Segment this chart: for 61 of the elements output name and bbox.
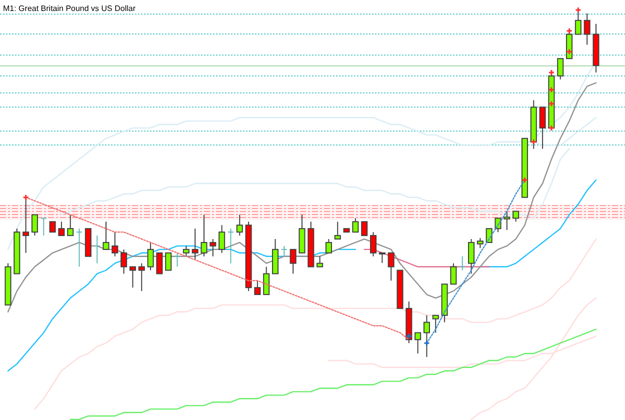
candlestick <box>174 252 181 268</box>
candlestick <box>67 214 74 236</box>
candlestick <box>423 314 430 358</box>
candlestick <box>120 248 128 274</box>
point <box>548 124 555 132</box>
point <box>566 48 573 55</box>
candlestick <box>165 252 172 271</box>
candlestick <box>254 280 261 296</box>
candlestick <box>31 214 38 236</box>
candlestick <box>459 256 466 271</box>
candlestick <box>182 245 190 257</box>
candlestick <box>218 224 226 254</box>
candlestick <box>414 332 422 354</box>
candlestick <box>227 228 234 264</box>
candlestick <box>236 214 243 236</box>
candlestick <box>378 252 386 264</box>
candlestick <box>388 252 394 282</box>
candlestick <box>325 238 332 254</box>
candlestick <box>129 266 136 288</box>
candlestick <box>280 245 288 257</box>
candlestick <box>539 106 546 150</box>
point <box>548 69 555 76</box>
candlestick <box>192 228 198 260</box>
candlestick <box>263 266 270 296</box>
candlestick <box>584 12 590 46</box>
point <box>423 340 430 346</box>
candlestick <box>102 221 110 250</box>
candlestick <box>352 218 359 233</box>
candlestick <box>76 228 83 268</box>
candlestick <box>432 314 439 334</box>
candlestick <box>138 262 145 292</box>
candlestick <box>49 221 56 233</box>
point <box>574 6 582 14</box>
point <box>548 100 555 107</box>
point <box>548 86 555 94</box>
candlestick <box>94 235 100 264</box>
candlestick <box>290 248 296 274</box>
candlestick <box>486 228 492 243</box>
point <box>406 332 412 340</box>
candlestick <box>512 210 520 222</box>
candlestick <box>370 232 377 257</box>
candlestick <box>210 238 216 257</box>
candlestick <box>316 256 324 268</box>
candlestick <box>476 237 484 249</box>
candlestick <box>468 238 475 274</box>
candlestick <box>112 232 118 257</box>
candlestick <box>156 252 163 274</box>
candlestick <box>334 221 341 240</box>
point <box>530 138 537 146</box>
candlestick <box>557 58 564 80</box>
point <box>521 176 528 184</box>
candlestick <box>58 221 65 236</box>
chart-title: M1: Great Britain Pound vs US Dollar <box>3 4 136 13</box>
candlestick <box>450 262 457 285</box>
candlestick <box>361 221 368 236</box>
candlestick <box>147 242 154 271</box>
candlestick <box>40 218 47 236</box>
point <box>566 28 573 34</box>
candlestick <box>504 210 510 230</box>
point <box>22 194 30 201</box>
candlestick <box>200 214 208 257</box>
